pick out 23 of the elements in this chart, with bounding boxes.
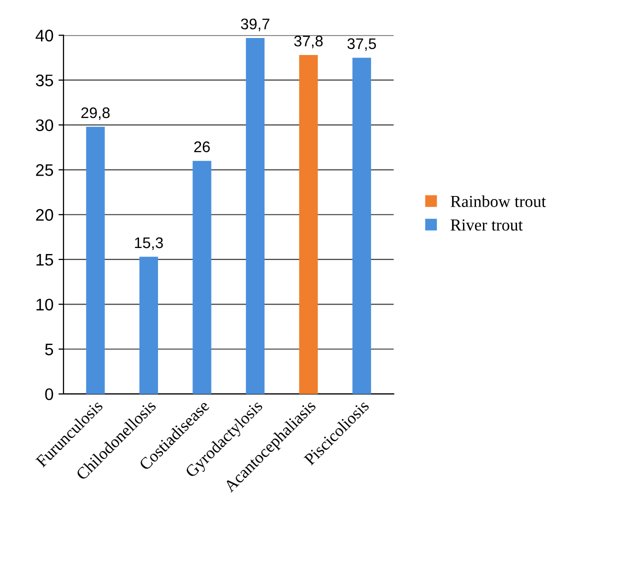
bar bbox=[299, 55, 318, 394]
data-label: 15,3 bbox=[135, 237, 163, 250]
y-tick-label: 20 bbox=[36, 209, 54, 221]
y-tick-label: 30 bbox=[36, 119, 54, 132]
legend-label: Rainbow trout bbox=[450, 195, 546, 208]
y-tick-label: 40 bbox=[36, 30, 54, 42]
data-label: 37,8 bbox=[294, 36, 323, 48]
bar bbox=[192, 160, 212, 394]
y-tick-label: 10 bbox=[36, 298, 54, 310]
data-label: 37,5 bbox=[347, 38, 376, 51]
bar bbox=[352, 58, 372, 394]
data-label: 39,7 bbox=[240, 18, 270, 32]
data-label: 29,8 bbox=[81, 107, 110, 120]
bar bbox=[86, 126, 105, 394]
y-tick-label: 35 bbox=[36, 74, 54, 86]
y-tick-label: 5 bbox=[45, 344, 54, 356]
data-label: 26 bbox=[194, 141, 210, 152]
y-tick-label: 0 bbox=[45, 388, 54, 400]
bar bbox=[246, 38, 265, 394]
y-tick-label: 25 bbox=[36, 164, 54, 176]
y-tick-label: 15 bbox=[36, 254, 54, 266]
legend-label: River trout bbox=[450, 219, 523, 231]
bar bbox=[139, 256, 158, 394]
